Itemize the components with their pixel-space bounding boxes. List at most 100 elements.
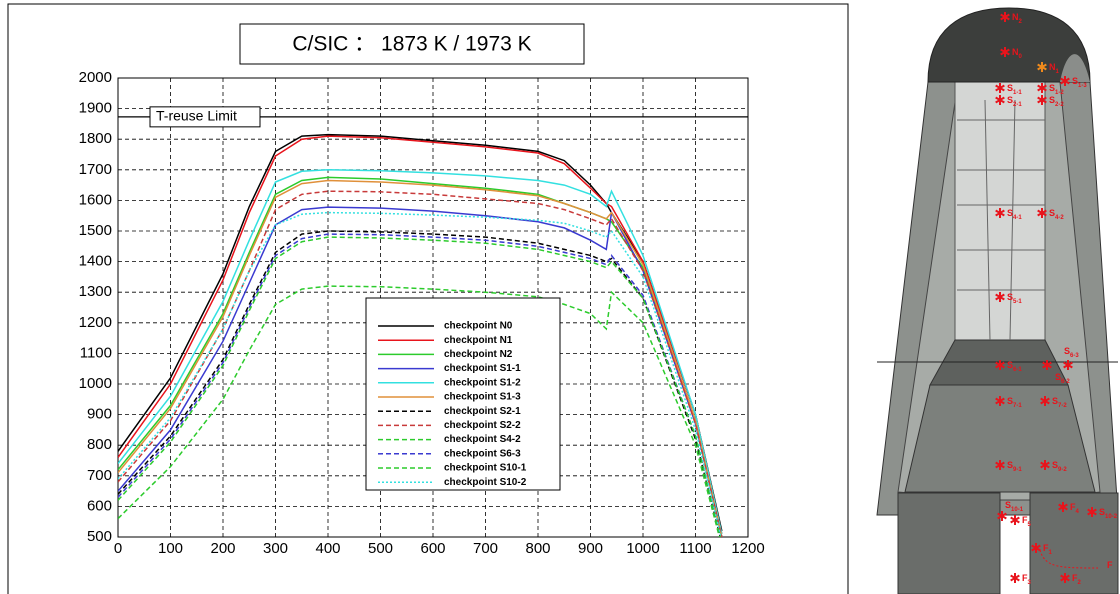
checkpoint-label: S2-2 (1049, 95, 1064, 107)
star-spoke (995, 209, 1005, 217)
legend-label: checkpoint S1-2 (444, 377, 521, 388)
checkpoint-label: F4 (1070, 502, 1080, 514)
checkpoint-label: S7-1 (1007, 396, 1022, 408)
checkpoint-label: F (1107, 560, 1113, 570)
star-spoke (995, 361, 1005, 369)
legend-label: checkpoint S2-2 (444, 420, 521, 431)
checkpoint-star (995, 83, 1005, 93)
series-line (118, 211, 722, 537)
label-sub: 1-1 (1013, 90, 1022, 96)
reference-label-box (149, 106, 261, 128)
label-main: S (1064, 346, 1070, 356)
checkpoint-star (1060, 76, 1070, 86)
checkpoint-star (995, 360, 1005, 370)
checkpoint-star (1040, 396, 1050, 406)
label-sub: 3 (1028, 580, 1032, 586)
star-spoke (1060, 77, 1070, 85)
flap-left (897, 492, 1001, 594)
star-spoke (1031, 544, 1041, 552)
x-tick-label: 400 (315, 540, 340, 557)
y-tick-label: 1200 (79, 314, 112, 331)
star-spoke (1000, 13, 1010, 21)
label-main: S (1052, 396, 1058, 406)
tile-lines (957, 99, 1045, 341)
checkpoint-star (1037, 208, 1047, 218)
label-sub: 10-1 (1011, 507, 1024, 513)
x-tick-label: 100 (158, 540, 183, 557)
x-tick-label: 1000 (626, 540, 659, 557)
checkpoint-label: S7-2 (1052, 396, 1067, 408)
checkpoint-label: S10-2 (1099, 507, 1118, 519)
star-spoke (1010, 516, 1020, 524)
checkpoint-label: S10-1 (1005, 500, 1024, 512)
x-tick-label: 200 (210, 540, 235, 557)
checkpoint-star (995, 208, 1005, 218)
checkpoint-star (1058, 502, 1068, 512)
star-spoke (1037, 209, 1047, 217)
leader-line (1039, 549, 1099, 569)
label-main: F (1072, 573, 1078, 583)
label-main: S (1049, 95, 1055, 105)
label-main: S (1007, 83, 1013, 93)
y-tick-label: 1100 (80, 344, 112, 361)
checkpoint-label: N0 (1012, 47, 1023, 59)
label-sub: 1-2 (1055, 90, 1064, 96)
y-tick-label: 500 (87, 528, 112, 545)
y-tick-label: 600 (87, 497, 112, 514)
star-spoke (1063, 361, 1073, 369)
y-tick-label: 800 (87, 436, 112, 453)
checkpoint-star (1000, 47, 1010, 57)
legend-label: checkpoint S10-2 (444, 477, 527, 488)
checkpoint-label: S9-2 (1052, 460, 1067, 472)
checkpoint-star (995, 95, 1005, 105)
checkpoint-label: F5 (1022, 515, 1032, 527)
x-tick-label: 700 (473, 540, 498, 557)
checkpoint-label: S1-3 (1072, 76, 1087, 88)
checkpoint-star (997, 511, 1007, 521)
legend-label: checkpoint N1 (444, 335, 513, 346)
checkpoint-label: F1 (1043, 543, 1053, 555)
star-spoke (1037, 84, 1047, 92)
legend-label: checkpoint S10-1 (444, 463, 527, 474)
checkpoint-star (1000, 12, 1010, 22)
label-sub: 7-2 (1058, 403, 1067, 409)
checkpoint-label: S6-1 (1007, 360, 1022, 372)
legend-box (365, 297, 561, 491)
label-main: S (1055, 372, 1061, 382)
star-spoke (1040, 461, 1050, 469)
legend-label: checkpoint N0 (444, 321, 513, 332)
x-tick-label: 500 (368, 540, 393, 557)
label-main: N (1049, 62, 1056, 72)
label-sub: 2 (1019, 19, 1023, 25)
label-sub: 10-2 (1105, 514, 1118, 520)
label-sub: 6-2 (1061, 379, 1070, 385)
legend-label: checkpoint S4-2 (444, 434, 521, 445)
checkpoint-star (1040, 460, 1050, 470)
x-tick-label: 300 (263, 540, 288, 557)
y-tick-label: 1400 (79, 253, 112, 270)
label-main: N (1012, 12, 1019, 22)
label-main: S (1007, 360, 1013, 370)
label-main: F (1043, 543, 1049, 553)
star-spoke (995, 461, 1005, 469)
checkpoint-star (1087, 507, 1097, 517)
star-spoke (1010, 574, 1020, 582)
label-sub: 7-1 (1013, 403, 1022, 409)
label-sub: 4-2 (1055, 215, 1064, 221)
y-tick-label: 1500 (79, 222, 112, 239)
star-spoke (995, 84, 1005, 92)
label-sub: 5-1 (1013, 299, 1022, 305)
star-spoke (1058, 503, 1068, 511)
series-line (118, 285, 721, 537)
checkpoint-star (995, 396, 1005, 406)
y-tick-label: 1800 (79, 130, 112, 147)
legend-label: checkpoint N2 (444, 349, 513, 360)
x-tick-label: 0 (114, 540, 122, 557)
series-line (118, 233, 722, 537)
checkpoint-label: S5-1 (1007, 292, 1022, 304)
label-sub: 1 (1049, 550, 1053, 556)
nose-highlight (1060, 54, 1090, 82)
x-tick-label: 800 (525, 540, 550, 557)
series-line (118, 179, 723, 537)
